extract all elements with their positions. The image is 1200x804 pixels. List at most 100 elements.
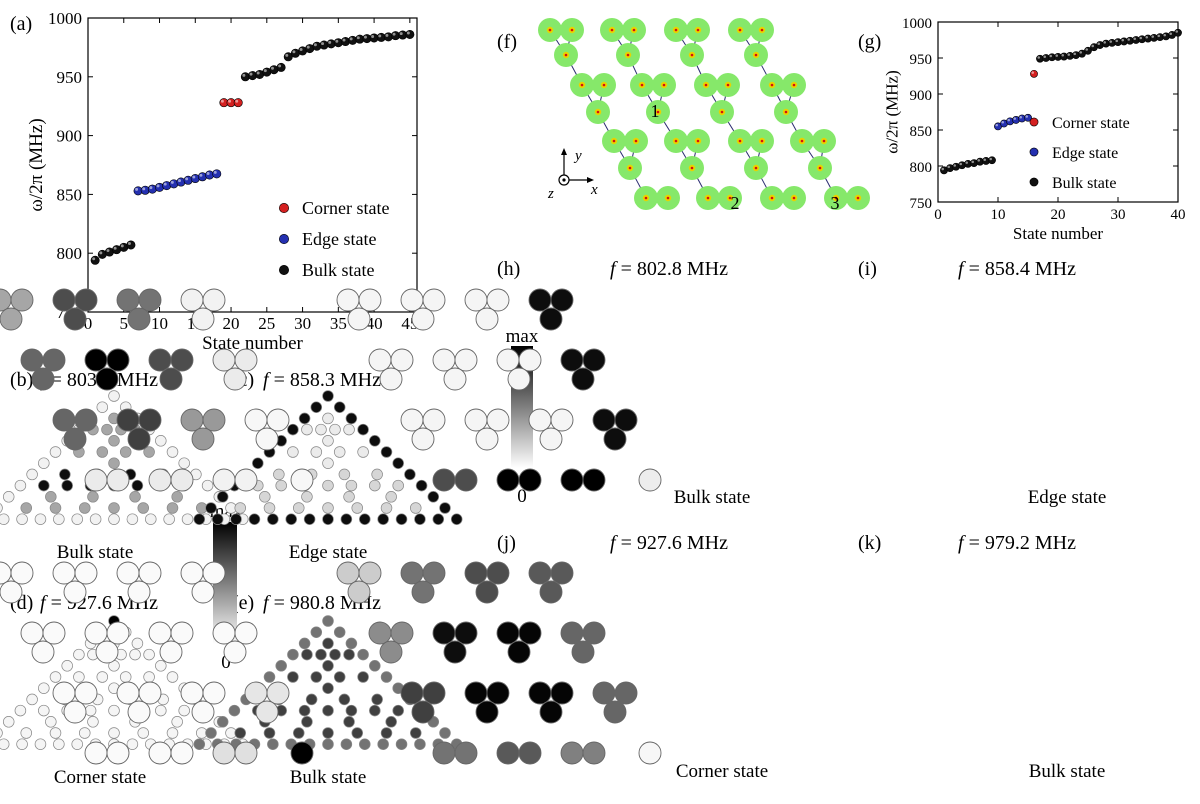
site-disk [560, 621, 584, 645]
site-disk [310, 446, 323, 458]
data-point-highlight [1055, 54, 1058, 57]
site-disk [211, 513, 224, 525]
site-disk [212, 621, 236, 645]
data-point-highlight [1091, 44, 1094, 48]
site-disk [518, 621, 542, 645]
site-disk [267, 738, 279, 750]
site-disk [20, 727, 33, 739]
freq-title-j: f = 927.6 MHz [610, 532, 728, 554]
colorbar-max-right: max [506, 326, 539, 347]
site-disk [108, 502, 120, 514]
site-disk [322, 682, 334, 694]
site-disk [395, 738, 408, 750]
resonator-center [696, 139, 700, 143]
site-disk [143, 648, 155, 661]
site-disk [310, 626, 323, 638]
site-disk [550, 561, 574, 585]
state-label-h: Bulk state [674, 487, 751, 508]
x-tick-label: 5 [120, 314, 129, 333]
site-disk [427, 491, 440, 503]
resonator-center [602, 83, 606, 87]
site-disk [155, 704, 167, 717]
site-disk [410, 727, 422, 739]
site-disk [290, 741, 314, 765]
site-disk [411, 427, 435, 451]
site-disk [592, 681, 616, 705]
state-label-j: Corner state [676, 761, 768, 782]
site-disk [252, 457, 264, 469]
resonator-center [674, 28, 678, 32]
site-disk [432, 348, 456, 372]
site-disk [101, 423, 113, 436]
data-point-highlight [135, 187, 139, 191]
site-disk [422, 681, 446, 705]
data-point-highlight [995, 123, 998, 127]
site-disk [369, 435, 381, 447]
site-disk [63, 307, 87, 331]
state-label-i: Edge state [1028, 487, 1107, 508]
site-disk [603, 427, 627, 451]
resonator-center [770, 196, 774, 200]
site-disk [145, 513, 157, 525]
site-disk [347, 580, 371, 604]
data-point-highlight [256, 71, 260, 75]
data-point-highlight [206, 172, 210, 175]
data-point [988, 156, 996, 165]
site-disk [26, 693, 38, 706]
site-disk [475, 700, 499, 724]
data-point-highlight [149, 186, 153, 190]
data-point-highlight [385, 33, 389, 37]
y-axis-label: ω/2π (MHz) [26, 118, 47, 211]
site-disk [201, 479, 214, 492]
x-tick-label: 10 [151, 314, 168, 333]
site-disk [127, 307, 151, 331]
site-disk [170, 621, 194, 645]
site-disk [202, 681, 226, 705]
site-disk [116, 561, 140, 585]
site-disk [392, 479, 404, 492]
site-disk [377, 513, 389, 525]
site-disk [267, 513, 279, 525]
site-disk [212, 741, 236, 765]
site-disk [411, 307, 435, 331]
site-disk [322, 479, 334, 492]
site-disk [16, 513, 28, 525]
site-disk [322, 390, 334, 402]
site-disk [148, 621, 172, 645]
site-disk [84, 621, 108, 645]
data-point-highlight [1151, 35, 1154, 38]
site-disk [301, 716, 313, 728]
site-disk [358, 561, 382, 585]
site-disk [343, 423, 355, 436]
data-point-highlight [1085, 48, 1088, 51]
site-disk [0, 738, 10, 750]
site-disk [96, 671, 109, 683]
site-disk [582, 468, 606, 492]
site-disk [432, 513, 445, 525]
resonator-center [738, 28, 742, 32]
site-disk [191, 580, 215, 604]
data-point-highlight [953, 164, 956, 167]
resonator-center [770, 83, 774, 87]
site-disk [108, 704, 120, 717]
site-disk [191, 700, 215, 724]
x-tick-label: 25 [258, 314, 275, 333]
site-disk [301, 491, 313, 503]
site-disk [180, 408, 204, 432]
site-disk [74, 288, 98, 312]
site-disk [475, 427, 499, 451]
site-disk [322, 704, 334, 717]
site-disk [263, 727, 276, 739]
site-disk [73, 648, 85, 661]
site-disk [108, 457, 120, 469]
site-disk [78, 502, 91, 514]
y-tick-label: 950 [910, 52, 933, 68]
site-disk [290, 468, 314, 492]
site-disk [202, 288, 226, 312]
data-point [233, 98, 243, 108]
site-disk [155, 435, 167, 447]
data-point-highlight [106, 249, 110, 253]
resonator-center [690, 53, 694, 57]
resonator-center [690, 166, 694, 170]
data-point-highlight [1049, 54, 1052, 58]
